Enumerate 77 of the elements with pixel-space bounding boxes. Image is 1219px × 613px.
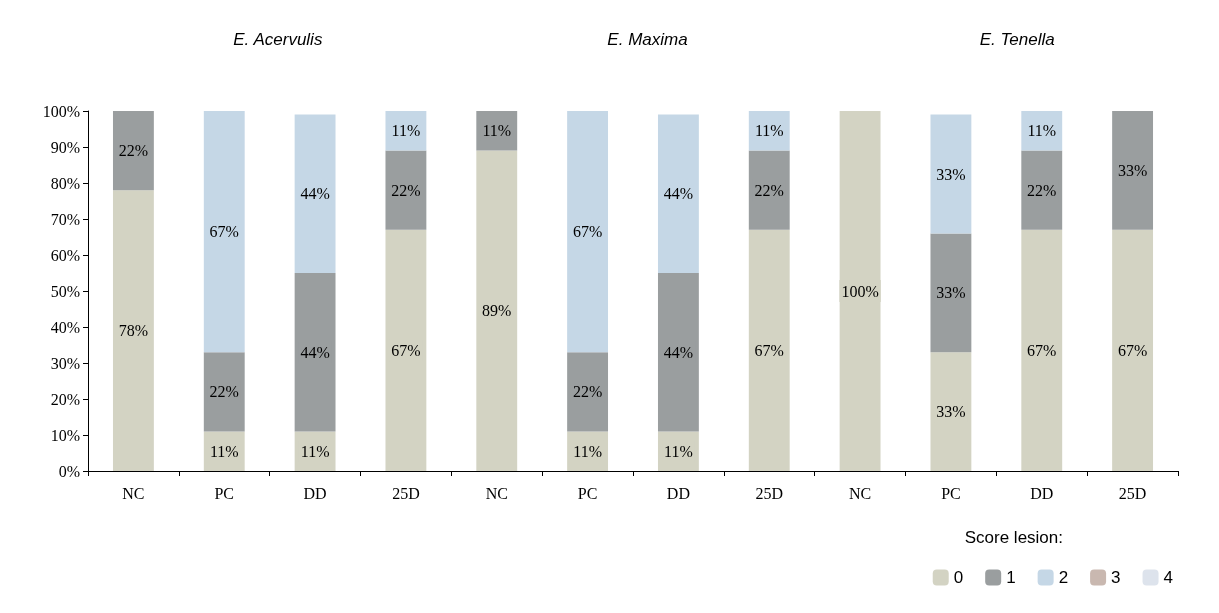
bar [294, 273, 336, 432]
data-label: 22% [1027, 181, 1057, 199]
data-label: 22% [572, 383, 603, 401]
x-tick-label: PC [941, 484, 961, 502]
x-tick-label: 25D [392, 484, 420, 502]
y-tick-label: 50% [50, 282, 80, 300]
data-label: 67% [1027, 341, 1057, 359]
bar [657, 114, 699, 273]
data-label: 44% [300, 185, 330, 203]
bar [567, 111, 609, 353]
y-tick-label: 20% [50, 390, 80, 408]
legend-title: Score lesion: [964, 528, 1064, 547]
y-tick-label: 90% [50, 138, 80, 156]
y-tick-label: 0% [58, 462, 80, 480]
legend-label: 2 [1058, 568, 1069, 587]
data-label: 11% [391, 122, 421, 140]
x-tick-label: DD [303, 484, 327, 502]
y-tick-label: 70% [50, 210, 80, 228]
y-tick-label: 100% [42, 102, 80, 120]
y-tick-label: 30% [50, 354, 80, 372]
x-tick-label: DD [666, 484, 690, 502]
y-tick-label: 10% [50, 426, 80, 444]
data-label: 67% [572, 223, 603, 241]
data-label: 33% [936, 284, 966, 302]
x-tick-label: PC [577, 484, 598, 502]
data-label: 44% [663, 343, 694, 361]
legend-label: 0 [953, 568, 964, 587]
data-label: 11% [754, 122, 784, 140]
x-tick-label: PC [214, 484, 235, 502]
bar [839, 111, 881, 471]
x-tick-label: DD [1030, 484, 1054, 502]
legend-label: 1 [1006, 568, 1016, 587]
data-label: 78% [118, 322, 149, 340]
legend-label: 4 [1163, 568, 1174, 587]
bar [385, 229, 427, 471]
data-label: 11% [209, 442, 239, 460]
data-label: 44% [663, 185, 694, 203]
bar [1112, 111, 1154, 230]
data-label: 22% [754, 181, 784, 199]
data-label: 11% [573, 442, 602, 460]
data-label: 44% [300, 343, 330, 361]
x-tick-label: 25D [755, 484, 784, 502]
bar [476, 150, 518, 471]
bar [657, 273, 699, 432]
bar [112, 190, 154, 471]
data-label: 67% [391, 341, 421, 359]
data-label: 11% [1027, 122, 1057, 140]
data-label: 67% [1117, 341, 1148, 359]
data-label: 33% [936, 403, 966, 421]
data-label: 22% [391, 181, 421, 199]
data-label: 67% [754, 341, 784, 359]
legend-label: 3 [1111, 568, 1121, 587]
text: E. Maxima [607, 30, 688, 49]
bar [294, 114, 336, 273]
x-tick-label: 25D [1118, 484, 1147, 502]
data-label: 33% [936, 165, 966, 183]
x-tick-label: NC [485, 484, 508, 502]
bar [1112, 229, 1154, 471]
y-tick-label: 80% [50, 174, 80, 192]
bar [1021, 229, 1063, 471]
y-tick-label: 60% [50, 246, 80, 264]
bar [203, 111, 245, 353]
data-label: 11% [300, 442, 330, 460]
text: E. Acervulis [233, 30, 323, 49]
data-label: 22% [209, 383, 239, 401]
data-label: 11% [482, 122, 512, 140]
x-tick-label: NC [122, 484, 145, 502]
data-label: 89% [482, 302, 512, 320]
data-label: 67% [209, 223, 239, 241]
y-tick-label: 40% [50, 318, 80, 336]
data-label: 33% [1117, 161, 1148, 179]
x-tick-label: NC [848, 484, 872, 502]
data-label: 22% [118, 142, 149, 160]
bar [748, 229, 790, 471]
data-label: 100% [841, 282, 879, 300]
data-label: 11% [664, 442, 693, 460]
text: E. Tenella [979, 30, 1055, 49]
